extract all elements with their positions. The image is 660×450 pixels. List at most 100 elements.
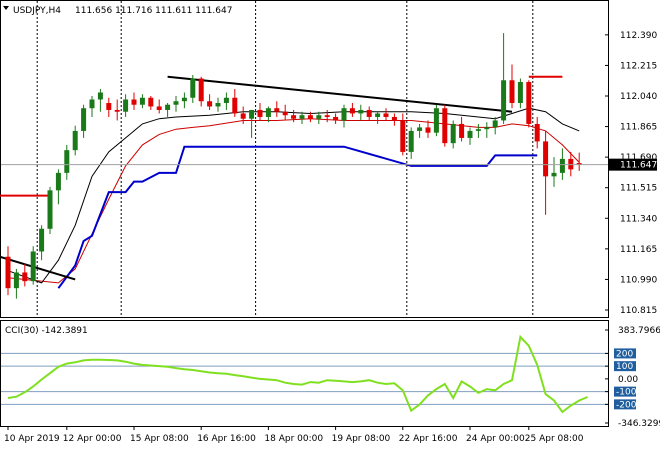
cci-line	[7, 334, 588, 414]
candle-body	[165, 104, 171, 110]
candle	[265, 106, 271, 123]
candle	[223, 92, 229, 110]
time-axis: 10 Apr 2019 12 Apr 00:00 15 Apr 08:00 16 Ap…	[4, 426, 584, 444]
candle	[198, 76, 204, 107]
candle	[232, 89, 238, 117]
candle	[517, 78, 523, 109]
candle-body	[173, 101, 179, 105]
cci-level-box	[614, 386, 636, 397]
price-tick-label: 110.815	[620, 306, 657, 316]
candle-body	[291, 115, 297, 119]
candle	[257, 102, 263, 121]
candle	[282, 104, 288, 121]
candle-body	[492, 120, 498, 128]
candle	[333, 113, 339, 124]
time-tick-label: 19 Apr 08:00	[332, 434, 391, 444]
time-tick-label: 16 Apr 16:00	[197, 434, 256, 444]
candle	[459, 116, 465, 142]
candle	[114, 99, 120, 121]
candle	[106, 97, 112, 117]
candle	[249, 109, 255, 138]
candle-body	[97, 92, 103, 100]
candle	[47, 186, 53, 235]
candle-body	[13, 272, 19, 289]
candle	[492, 116, 498, 135]
candle	[358, 104, 364, 121]
trend-line	[0, 255, 76, 281]
candle	[307, 111, 313, 123]
candle-body	[559, 158, 565, 173]
candle-body	[366, 109, 372, 117]
candle	[408, 127, 414, 159]
candle-body	[181, 97, 187, 102]
cci-tick-label: -100	[616, 388, 637, 398]
candle	[299, 111, 305, 124]
candle-body	[198, 78, 204, 102]
candle-body	[257, 109, 263, 117]
candle-body	[55, 172, 61, 191]
candle	[349, 102, 355, 117]
candle	[366, 106, 372, 121]
symbol-header[interactable]: USDJPY,H4 111.656 111.716 111.611 111.64…	[3, 6, 232, 16]
ma-slow-line	[7, 118, 580, 284]
candle-body	[265, 108, 271, 117]
price-tick-label: 112.390	[620, 31, 657, 41]
candle	[89, 95, 95, 117]
cci-tick-label: 200	[616, 349, 633, 359]
candle-body	[501, 80, 507, 121]
candle-body	[408, 130, 414, 152]
candle-body	[349, 108, 355, 114]
candle-body	[156, 106, 162, 110]
main-pane-frame	[0, 0, 609, 318]
candle-body	[568, 158, 574, 170]
price-tick-label: 111.690	[620, 153, 657, 163]
candle	[324, 109, 330, 123]
candle	[274, 101, 280, 117]
candle-body	[232, 97, 238, 114]
candle-body	[316, 115, 322, 119]
candle-body	[5, 256, 11, 289]
current-price-label: 111.647	[620, 161, 657, 171]
candle	[526, 80, 532, 128]
candle	[467, 127, 473, 145]
candle-body	[123, 99, 129, 112]
candle	[391, 113, 397, 126]
candle	[576, 152, 582, 171]
candle-body	[484, 127, 490, 130]
candle-body	[114, 109, 120, 112]
cci-label: CCI(30) -142.3891	[5, 326, 88, 336]
candle	[72, 125, 78, 156]
candle-body	[391, 116, 397, 121]
candle	[484, 122, 490, 138]
candle-body	[509, 80, 515, 103]
candle	[501, 33, 507, 124]
candle-body	[72, 130, 78, 151]
candle-body	[190, 78, 196, 98]
candle	[190, 75, 196, 103]
candle	[534, 116, 540, 149]
candle-body	[240, 113, 246, 119]
candle	[165, 102, 171, 117]
candle	[400, 113, 406, 156]
candle	[5, 246, 11, 296]
candle-body	[307, 115, 313, 119]
candle-body	[341, 108, 347, 121]
candle	[156, 99, 162, 114]
price-axis: 112.390 112.215 112.040 111.865 111.690 111.5…	[1, 31, 657, 316]
candle-body	[425, 127, 431, 133]
cci-tick-label: 0.00	[618, 375, 638, 385]
candle-body	[442, 108, 448, 144]
triangle-down-icon[interactable]	[3, 6, 9, 10]
cci-tick-label: -346.3299	[618, 419, 660, 429]
candle	[123, 94, 129, 117]
candle	[173, 95, 179, 112]
candles	[5, 33, 582, 299]
candle-body	[475, 129, 481, 131]
cci-tick-label: 383.7966	[618, 326, 660, 336]
candle	[207, 94, 213, 110]
candle-body	[282, 111, 288, 116]
price-tick-label: 111.165	[620, 245, 657, 255]
candle-body	[459, 123, 465, 138]
candle	[215, 97, 221, 112]
candle	[240, 106, 246, 124]
